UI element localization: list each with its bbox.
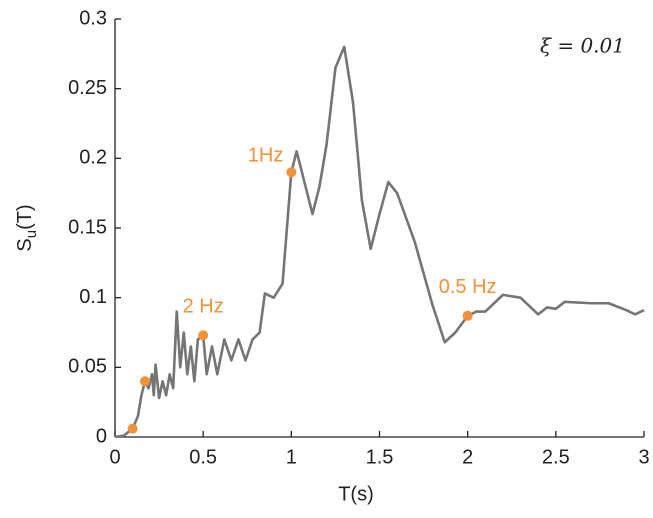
x-tick-label: 3 (638, 446, 649, 468)
y-label-sub: u (23, 230, 40, 238)
y-axis-label: Su(T) (14, 204, 40, 251)
marker (127, 423, 138, 434)
marker (462, 310, 473, 321)
y-tick-label: 0.2 (79, 147, 107, 169)
y-tick-label: 0.25 (68, 77, 107, 99)
marker-label: 2 Hz (183, 296, 224, 318)
y-tick-label: 0.1 (79, 286, 107, 308)
annotation: ξ = 0.01 (540, 34, 625, 58)
marker (139, 376, 150, 387)
y-tick-label: 0.05 (68, 356, 107, 378)
x-tick-label: 0.5 (189, 446, 217, 468)
y-tick-label: 0 (96, 425, 107, 447)
line (114, 45, 645, 439)
marker (286, 167, 297, 178)
x-tick-label: 2.5 (542, 446, 570, 468)
y-tick-label: 0.15 (68, 216, 107, 238)
y-tick-label: 0.3 (79, 7, 107, 29)
x-tick-label: 2 (462, 446, 473, 468)
x-axis-label: T(s) (338, 483, 374, 505)
marker-label: 1Hz (248, 145, 284, 167)
y-label-main: S (14, 238, 36, 251)
x-tick-label: 1 (286, 446, 297, 468)
y-label-rest: (T) (14, 204, 36, 230)
x-tick-label: 1.5 (366, 446, 394, 468)
marker-label: 0.5 Hz (439, 276, 497, 298)
x-tick-label: 0 (109, 446, 120, 468)
marker (198, 330, 209, 341)
